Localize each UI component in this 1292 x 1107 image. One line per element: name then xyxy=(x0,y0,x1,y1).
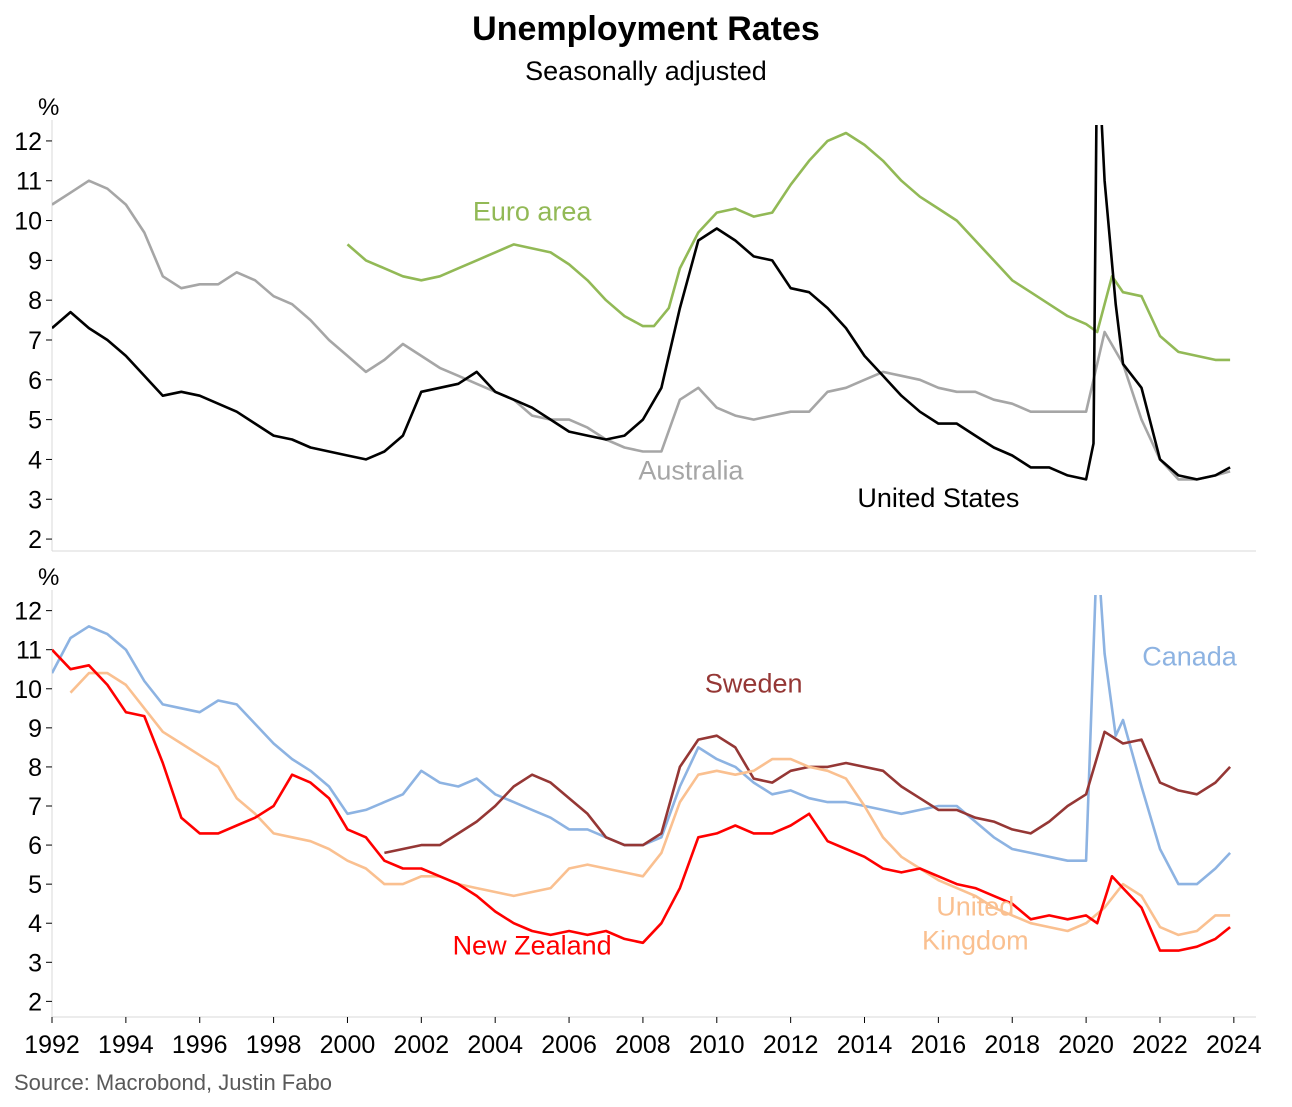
series-label-united-kingdom: Kingdom xyxy=(922,925,1029,955)
y-tick-label: 2 xyxy=(28,526,42,554)
y-tick-label: 7 xyxy=(28,327,42,355)
series-label-canada: Canada xyxy=(1142,641,1238,671)
x-tick-label: 2024 xyxy=(1206,1031,1262,1059)
series-line-sweden xyxy=(384,730,1232,855)
x-tick-label: 2006 xyxy=(541,1031,597,1059)
series-label-euro-area: Euro area xyxy=(473,197,593,227)
x-tick-label: 2014 xyxy=(837,1031,893,1059)
y-tick-label: 5 xyxy=(28,871,42,899)
x-tick-label: 2022 xyxy=(1132,1031,1188,1059)
y-unit-label: % xyxy=(38,564,59,591)
series-line-new-zealand xyxy=(52,648,1231,952)
y-tick-label: 12 xyxy=(14,598,42,626)
x-tick-label: 2020 xyxy=(1058,1031,1114,1059)
series-label-united-states: United States xyxy=(857,483,1019,513)
x-tick-label: 2016 xyxy=(911,1031,967,1059)
x-tick-label: 2004 xyxy=(467,1031,523,1059)
y-tick-label: 8 xyxy=(28,287,42,315)
x-tick-label: 1994 xyxy=(98,1031,154,1059)
y-tick-label: 12 xyxy=(14,128,42,156)
series-line-united-states xyxy=(52,125,1231,481)
y-unit-label: % xyxy=(38,94,59,121)
y-tick-label: 10 xyxy=(14,208,42,236)
series-label-united-kingdom: United xyxy=(936,891,1014,921)
y-tick-label: 3 xyxy=(28,949,42,977)
y-tick-label: 8 xyxy=(28,754,42,782)
y-tick-label: 10 xyxy=(14,676,42,704)
y-tick-label: 11 xyxy=(16,168,42,196)
x-tick-label: 2002 xyxy=(394,1031,450,1059)
y-tick-label: 4 xyxy=(28,910,42,938)
source-note: Source: Macrobond, Justin Fabo xyxy=(14,1070,332,1095)
x-tick-label: 1998 xyxy=(246,1031,302,1059)
y-tick-label: 7 xyxy=(28,793,42,821)
x-tick-label: 2008 xyxy=(615,1031,671,1059)
y-tick-label: 5 xyxy=(28,407,42,435)
series-line-canada xyxy=(52,595,1232,886)
y-tick-label: 3 xyxy=(28,486,42,514)
series-label-new-zealand: New Zealand xyxy=(453,930,612,960)
y-tick-label: 11 xyxy=(16,637,42,665)
series-line-united-kingdom xyxy=(69,671,1231,937)
y-tick-label: 6 xyxy=(28,832,42,860)
y-tick-label: 2 xyxy=(28,988,42,1016)
series-line-australia xyxy=(52,179,1231,481)
x-tick-label: 1992 xyxy=(24,1031,80,1059)
x-tick-label: 2010 xyxy=(689,1031,745,1059)
y-tick-label: 9 xyxy=(28,247,42,275)
x-tick-label: 2012 xyxy=(763,1031,819,1059)
chart-subtitle: Seasonally adjusted xyxy=(525,56,767,86)
y-tick-label: 4 xyxy=(28,446,42,474)
x-tick-label: 2000 xyxy=(320,1031,376,1059)
x-tick-label: 2018 xyxy=(984,1031,1040,1059)
chart-title: Unemployment Rates xyxy=(472,10,820,48)
y-tick-label: 9 xyxy=(28,715,42,743)
series-label-sweden: Sweden xyxy=(705,669,803,699)
y-tick-label: 6 xyxy=(28,367,42,395)
series-line-euro-area xyxy=(346,131,1231,362)
series-label-australia: Australia xyxy=(638,455,744,485)
x-tick-label: 1996 xyxy=(172,1031,228,1059)
